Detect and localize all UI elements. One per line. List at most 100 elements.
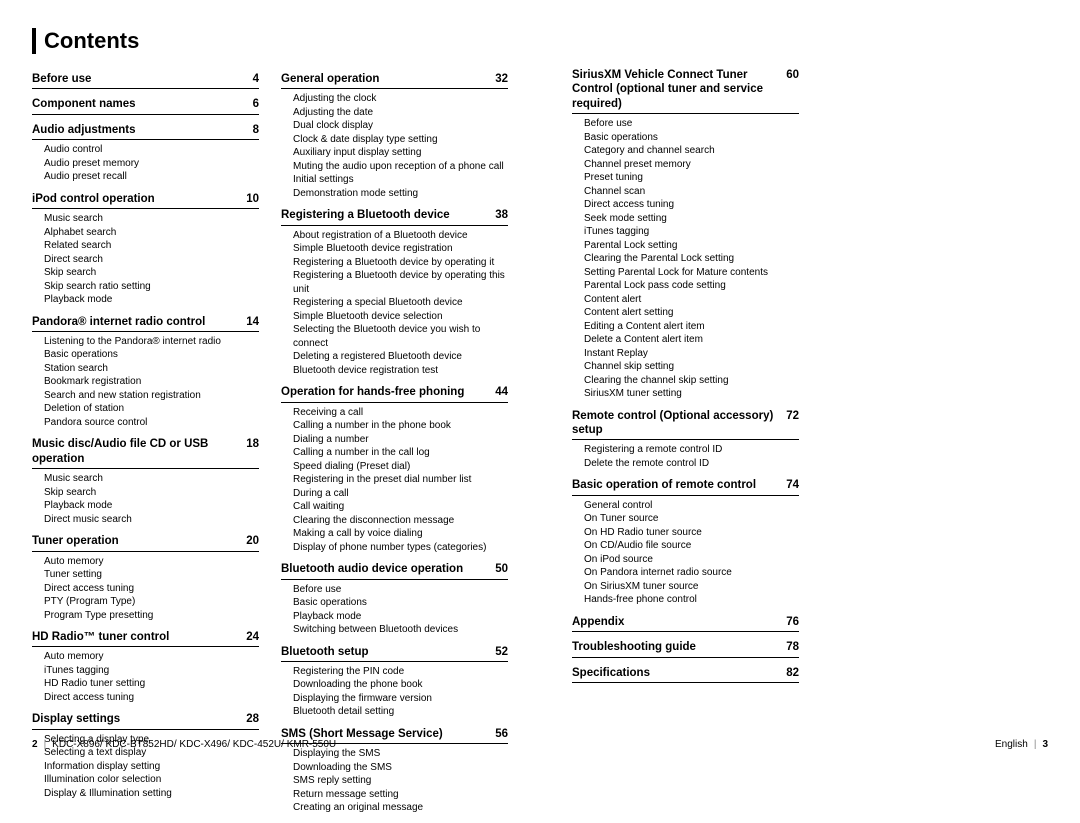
toc-sublist: General controlOn Tuner sourceOn HD Radi… — [572, 496, 799, 607]
toc-subitem: PTY (Program Type) — [44, 595, 259, 609]
toc-subitem: Adjusting the clock — [293, 92, 508, 106]
toc-title: Pandora® internet radio control — [32, 315, 246, 329]
toc-heading: Operation for hands-free phoning44 — [281, 385, 508, 402]
toc-subitem: Basic operations — [293, 596, 508, 610]
toc-title: Operation for hands-free phoning — [281, 385, 495, 399]
model-list: KDC-X896/ KDC-BT852HD/ KDC-X496/ KDC-452… — [52, 739, 336, 750]
toc-subitem: Muting the audio upon reception of a pho… — [293, 160, 508, 174]
toc-subitem: Speed dialing (Preset dial) — [293, 460, 508, 474]
toc-heading: Bluetooth audio device operation50 — [281, 562, 508, 579]
toc-subitem: Delete the remote control ID — [584, 457, 799, 471]
toc-subitem: Hands-free phone control — [584, 593, 799, 607]
toc-page: 76 — [786, 615, 799, 629]
toc-page: 8 — [253, 123, 259, 137]
toc-title: Registering a Bluetooth device — [281, 208, 495, 222]
toc-sublist: Listening to the Pandora® internet radio… — [32, 332, 259, 430]
toc-page: 20 — [246, 534, 259, 548]
toc-sublist: Registering a remote control IDDelete th… — [572, 440, 799, 470]
toc-sublist: Registering the PIN codeDownloading the … — [281, 662, 508, 719]
toc-subitem: Channel skip setting — [584, 360, 799, 374]
toc-subitem: Demonstration mode setting — [293, 187, 508, 201]
toc-subitem: Seek mode setting — [584, 212, 799, 226]
toc-subitem: Direct access tuning — [44, 691, 259, 705]
toc-heading: Display settings28 — [32, 712, 259, 729]
toc-subitem: Music search — [44, 472, 259, 486]
toc-subitem: Direct access tuning — [584, 198, 799, 212]
right-page-num: 3 — [1042, 739, 1048, 750]
toc-page: 50 — [495, 562, 508, 576]
toc-title: Troubleshooting guide — [572, 640, 786, 654]
toc-subitem: iTunes tagging — [44, 664, 259, 678]
toc-subitem: Search and new station registration — [44, 389, 259, 403]
toc-section: Pandora® internet radio control14Listeni… — [32, 315, 259, 430]
toc-subitem: Registering a remote control ID — [584, 443, 799, 457]
page-spread: Contents Before use4Component names6Audi… — [0, 0, 1080, 766]
toc-heading: Bluetooth setup52 — [281, 645, 508, 662]
toc-subitem: Preset tuning — [584, 171, 799, 185]
toc-section: General operation32 Adjusting the clockAd… — [281, 72, 508, 200]
toc-subitem: About registration of a Bluetooth device — [293, 229, 508, 243]
toc-sublist: Receiving a callCalling a number in the … — [281, 403, 508, 555]
toc-subitem: Before use — [293, 583, 508, 597]
left-page: Contents Before use4Component names6Audi… — [0, 0, 540, 766]
title-bar: Contents — [32, 28, 508, 54]
toc-title: Display settings — [32, 712, 246, 726]
toc-page: 28 — [246, 712, 259, 726]
footer-lang: English — [995, 739, 1028, 750]
toc-subitem: Selecting the Bluetooth device you wish … — [293, 323, 508, 350]
toc-subitem: Illumination color selection — [44, 773, 259, 787]
toc-subitem: Alphabet search — [44, 226, 259, 240]
toc-subitem: Direct access tuning — [44, 582, 259, 596]
toc-page: 60 — [786, 68, 799, 111]
footer-sep: | — [1034, 739, 1037, 750]
toc-title: Audio adjustments — [32, 123, 253, 137]
toc-page: 38 — [495, 208, 508, 222]
toc-sublist: About registration of a Bluetooth device… — [281, 226, 508, 378]
toc-subitem: Station search — [44, 362, 259, 376]
toc-section: Registering a Bluetooth device38 About re… — [281, 208, 508, 377]
toc-page: 6 — [253, 97, 259, 111]
toc-subitem: Pandora source control — [44, 416, 259, 430]
toc-title: Component names — [32, 97, 253, 111]
toc-subitem: Display & Illumination setting — [44, 787, 259, 801]
toc-page: 82 — [786, 666, 799, 680]
toc-subitem: On Tuner source — [584, 512, 799, 526]
toc-subitem: Clearing the channel skip setting — [584, 374, 799, 388]
toc-columns-right: SiriusXM Vehicle Connect Tuner Control (… — [572, 68, 1048, 691]
toc-subitem: Delete a Content alert item — [584, 333, 799, 347]
footer-right: English | 3 — [995, 739, 1048, 750]
toc-page: 74 — [786, 478, 799, 492]
toc-page: 18 — [246, 437, 259, 466]
toc-page: 24 — [246, 630, 259, 644]
toc-page: 4 — [253, 72, 259, 86]
toc-subitem: Skip search — [44, 266, 259, 280]
toc-heading: iPod control operation10 — [32, 192, 259, 209]
toc-heading: Tuner operation20 — [32, 534, 259, 551]
toc-col-spacer — [821, 68, 1048, 691]
toc-heading: HD Radio™ tuner control24 — [32, 630, 259, 647]
toc-subitem: Deleting a registered Bluetooth device — [293, 350, 508, 364]
toc-subitem: Skip search ratio setting — [44, 280, 259, 294]
toc-heading: General operation32 — [281, 72, 508, 89]
toc-subitem: Display of phone number types (categorie… — [293, 541, 508, 555]
toc-subitem: Registering the PIN code — [293, 665, 508, 679]
toc-page: 56 — [495, 727, 508, 741]
toc-page: 44 — [495, 385, 508, 399]
toc-subitem: Auxiliary input display setting — [293, 146, 508, 160]
toc-subitem: Downloading the SMS — [293, 761, 508, 775]
toc-page: 10 — [246, 192, 259, 206]
toc-title: Before use — [32, 72, 253, 86]
toc-subitem: Bookmark registration — [44, 375, 259, 389]
toc-subitem: Adjusting the date — [293, 106, 508, 120]
toc-sublist: Music searchAlphabet searchRelated searc… — [32, 209, 259, 307]
toc-subitem: Tuner setting — [44, 568, 259, 582]
toc-subitem: Skip search — [44, 486, 259, 500]
toc-subitem: Music search — [44, 212, 259, 226]
contents-title: Contents — [44, 28, 508, 54]
toc-section: Audio adjustments8Audio controlAudio pre… — [32, 123, 259, 184]
toc-subitem: Audio control — [44, 143, 259, 157]
toc-page: 32 — [495, 72, 508, 86]
toc-subitem: Before use — [584, 117, 799, 131]
toc-subitem: Channel scan — [584, 185, 799, 199]
toc-heading: Pandora® internet radio control14 — [32, 315, 259, 332]
